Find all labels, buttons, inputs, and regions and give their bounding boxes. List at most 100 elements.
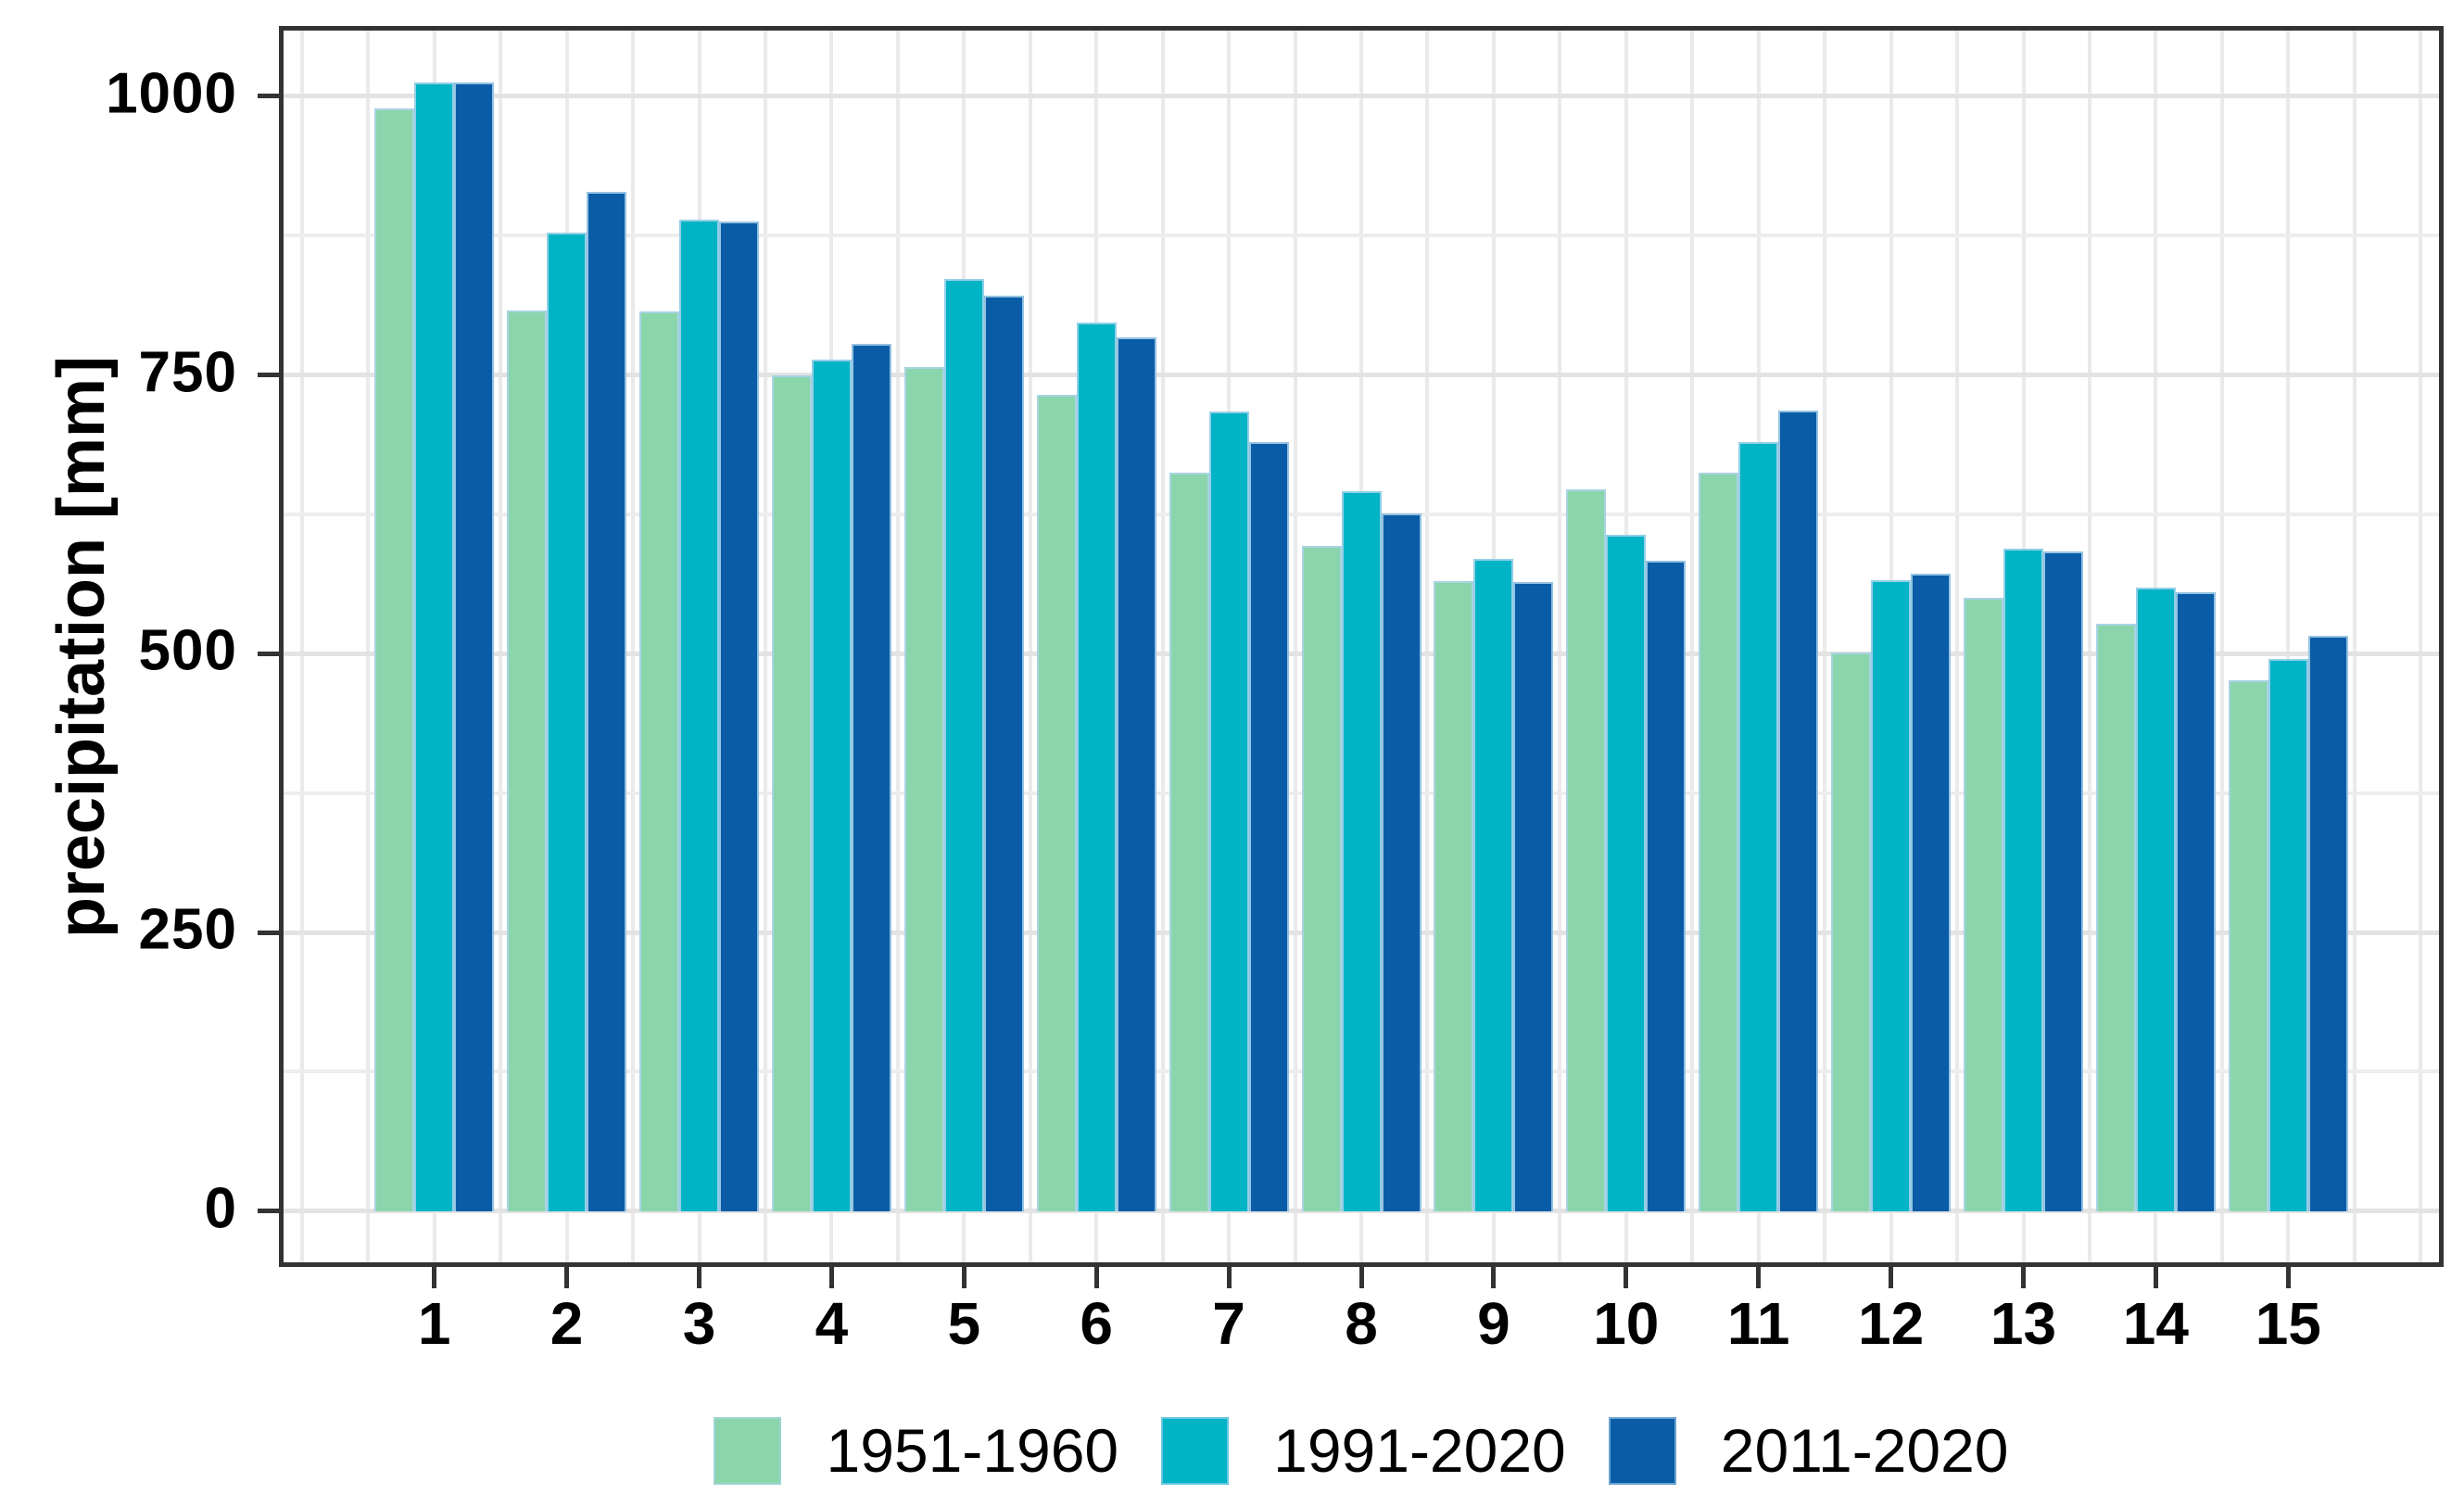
bar [1248, 441, 1289, 1211]
gridline-horizontal [279, 1209, 2444, 1214]
y-axis-tick [258, 373, 279, 378]
gridline-vertical [2286, 26, 2291, 1267]
legend-item: 1991-2020 [1161, 1415, 1566, 1486]
bar [1911, 573, 1952, 1211]
bar [771, 374, 812, 1211]
x-tick-label: 9 [1477, 1290, 1510, 1357]
x-axis-tick [1756, 1267, 1762, 1288]
bar [507, 310, 548, 1211]
legend-label: 2011-2020 [1720, 1416, 2009, 1485]
bar [547, 232, 588, 1211]
x-tick-label: 3 [682, 1290, 716, 1357]
bar [1169, 473, 1209, 1211]
gridline-vertical [1028, 26, 1032, 1267]
x-axis-tick [697, 1267, 701, 1288]
x-tick-label: 2 [550, 1290, 584, 1357]
bar [639, 310, 679, 1211]
bar [1341, 490, 1382, 1211]
bar [2307, 636, 2348, 1211]
gridline-horizontal [279, 234, 2444, 238]
gridline-vertical [1690, 26, 1695, 1267]
gridline-vertical [499, 26, 503, 1267]
legend-swatch [714, 1416, 782, 1485]
gridline-vertical [2219, 26, 2224, 1267]
bar [1381, 513, 1422, 1211]
y-axis-tick [258, 651, 279, 656]
bar [2095, 623, 2136, 1211]
bar [414, 82, 455, 1211]
y-tick-label: 500 [138, 618, 237, 683]
x-tick-label: 6 [1080, 1290, 1113, 1357]
bar [983, 296, 1024, 1211]
bar [1566, 489, 1607, 1211]
bar [1473, 559, 1514, 1211]
x-tick-label: 5 [947, 1290, 981, 1357]
bar [454, 82, 495, 1211]
x-tick-label: 14 [2122, 1290, 2189, 1357]
gridline-vertical [1293, 26, 1297, 1267]
bar [811, 359, 852, 1211]
legend-item: 2011-2020 [1608, 1415, 2009, 1486]
y-axis-tick [258, 1209, 279, 1214]
gridline-horizontal [279, 373, 2444, 378]
bar [1116, 336, 1156, 1211]
bar [587, 192, 627, 1211]
gridline-vertical [1160, 26, 1165, 1267]
bar [1434, 581, 1474, 1211]
y-axis-tick [258, 930, 279, 935]
bar [1871, 579, 1912, 1211]
x-tick-label: 4 [815, 1290, 849, 1357]
gridline-vertical [366, 26, 371, 1267]
x-axis-tick [1491, 1267, 1497, 1288]
bar [1778, 411, 1819, 1211]
bar [679, 220, 719, 1211]
x-axis-tick [432, 1267, 437, 1288]
bar [851, 343, 891, 1211]
bar [1646, 561, 1687, 1211]
y-tick-label: 1000 [106, 61, 237, 126]
x-axis-tick [1093, 1267, 1099, 1288]
gridline-vertical [1823, 26, 1827, 1267]
x-tick-label: 11 [1726, 1290, 1790, 1357]
bar [2003, 549, 2043, 1211]
x-tick-label: 10 [1593, 1290, 1660, 1357]
legend-item: 1951-1960 [714, 1415, 1118, 1486]
bar [2135, 588, 2176, 1211]
bar [903, 367, 944, 1211]
legend-label: 1991-2020 [1273, 1416, 1566, 1485]
y-tick-label: 750 [138, 340, 237, 405]
gridline-horizontal [279, 94, 2444, 99]
x-axis-tick [961, 1267, 967, 1288]
gridline-vertical [895, 26, 900, 1267]
y-axis-title: precipitation [mm] [44, 355, 119, 939]
bar [1208, 412, 1249, 1211]
gridline-vertical [631, 26, 636, 1267]
x-tick-label: 1 [417, 1290, 451, 1357]
x-axis-tick [1358, 1267, 1364, 1288]
bar [2268, 659, 2308, 1211]
bar [1076, 323, 1117, 1211]
x-tick-label: 8 [1345, 1290, 1378, 1357]
bar [1301, 545, 1342, 1211]
x-axis-tick [1624, 1267, 1629, 1288]
x-axis-tick [828, 1267, 834, 1288]
bar [1831, 652, 1872, 1211]
gridline-vertical [2419, 26, 2423, 1267]
gridline-vertical [299, 26, 304, 1267]
bar [1964, 598, 2003, 1211]
x-axis-tick [2285, 1267, 2291, 1288]
gridline-vertical [1558, 26, 1562, 1267]
legend: 1951-1960 1991-2020 2011-2020 [279, 1414, 2444, 1487]
x-tick-label: 12 [1858, 1290, 1925, 1357]
gridline-vertical [1425, 26, 1430, 1267]
plot-panel [279, 26, 2444, 1267]
legend-label: 1951-1960 [826, 1416, 1119, 1485]
x-axis-tick [2021, 1267, 2026, 1288]
x-tick-label: 13 [1990, 1290, 2057, 1357]
bar [1513, 582, 1554, 1211]
gridline-vertical [1955, 26, 1960, 1267]
bar [719, 221, 759, 1211]
bar [2228, 680, 2268, 1211]
legend-swatch [1161, 1416, 1230, 1485]
